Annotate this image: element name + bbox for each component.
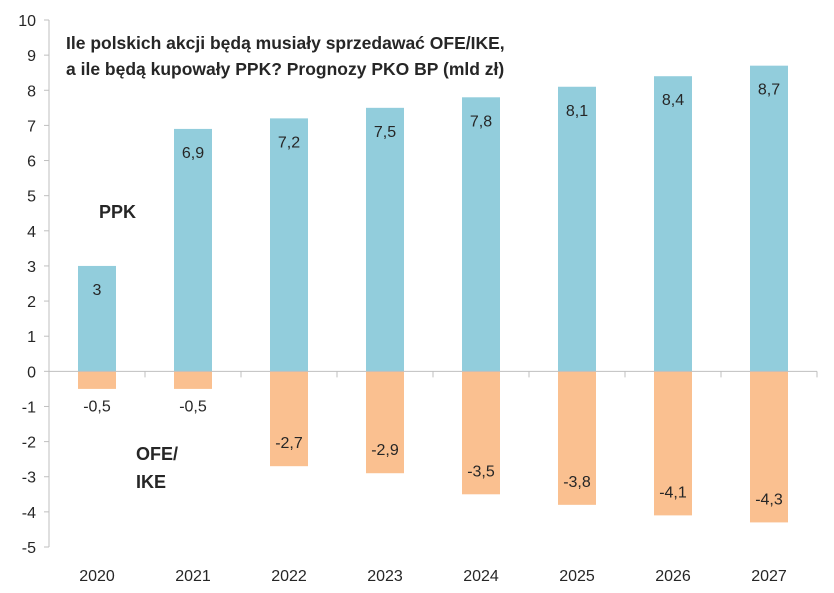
x-tick-label: 2021 <box>175 568 211 585</box>
y-tick-label: -3 <box>22 470 36 487</box>
y-tick-label: 5 <box>27 189 36 206</box>
x-tick-label: 2024 <box>463 568 499 585</box>
annotation-ppk: PPK <box>99 202 137 222</box>
x-tick-label: 2026 <box>655 568 691 585</box>
chart-title-line-2: a ile będą kupowały PPK? Prognozy PKO BP… <box>66 59 505 79</box>
y-tick-label: 9 <box>27 48 36 65</box>
bar-ppk <box>558 86 596 372</box>
data-label: 7,2 <box>278 134 300 151</box>
y-tick-label: 6 <box>27 154 36 171</box>
y-tick-label: 10 <box>18 13 36 30</box>
bar-ofe-ike <box>78 371 116 389</box>
bar-ppk <box>174 128 212 372</box>
data-label: -0,5 <box>179 398 207 415</box>
bar-ofe-ike <box>558 371 596 505</box>
data-label: -3,5 <box>467 463 495 480</box>
chart-title: Ile polskich akcji będą musiały sprzedaw… <box>66 30 505 82</box>
bar-ppk <box>654 76 692 372</box>
bar-ppk <box>270 118 308 372</box>
bar-ofe-ike <box>366 371 404 474</box>
data-label: -2,7 <box>275 435 303 452</box>
data-label: -3,8 <box>563 474 591 491</box>
y-tick-label: 7 <box>27 118 36 135</box>
x-tick-label: 2020 <box>79 568 115 585</box>
data-label: 3 <box>93 282 102 299</box>
x-tick-label: 2022 <box>271 568 307 585</box>
y-tick-label: 2 <box>27 294 36 311</box>
annotation-ofe-ike: OFE/ IKE <box>136 440 178 496</box>
x-tick-label: 2025 <box>559 568 595 585</box>
annotation-ofe-line: OFE/ <box>136 444 179 464</box>
y-tick-label: 1 <box>27 329 36 346</box>
bar-ofe-ike <box>750 371 788 523</box>
bar-ppk <box>750 65 788 372</box>
data-label: -0,5 <box>83 398 111 415</box>
y-tick-label: -2 <box>22 435 36 452</box>
data-label: 8,7 <box>758 82 780 99</box>
y-tick-label: 4 <box>27 224 36 241</box>
data-label: 8,1 <box>566 103 588 120</box>
x-tick-label: 2027 <box>751 568 787 585</box>
bar-ofe-ike <box>654 371 692 516</box>
y-tick-label: 3 <box>27 259 36 276</box>
bar-ppk <box>78 265 116 372</box>
data-label: 7,8 <box>470 113 492 130</box>
y-tick-label: -4 <box>22 505 36 522</box>
bar-ofe-ike <box>174 371 212 389</box>
data-label: -2,9 <box>371 442 399 459</box>
bar-ppk <box>462 97 500 372</box>
data-label: -4,3 <box>755 491 783 508</box>
data-label: -4,1 <box>659 484 687 501</box>
y-tick-label: -1 <box>22 399 36 416</box>
x-tick-label: 2023 <box>367 568 403 585</box>
y-tick-label: 0 <box>27 364 36 381</box>
chart-title-line-1: Ile polskich akcji będą musiały sprzedaw… <box>66 33 505 53</box>
data-label: 8,4 <box>662 92 684 109</box>
data-label: 7,5 <box>374 124 396 141</box>
bar-ofe-ike <box>270 371 308 467</box>
y-tick-label: -5 <box>22 540 36 557</box>
annotation-ike-line: IKE <box>136 472 167 492</box>
data-label: 6,9 <box>182 145 204 162</box>
bar-ppk <box>366 107 404 372</box>
bar-ofe-ike <box>462 371 500 495</box>
y-tick-label: 8 <box>27 83 36 100</box>
